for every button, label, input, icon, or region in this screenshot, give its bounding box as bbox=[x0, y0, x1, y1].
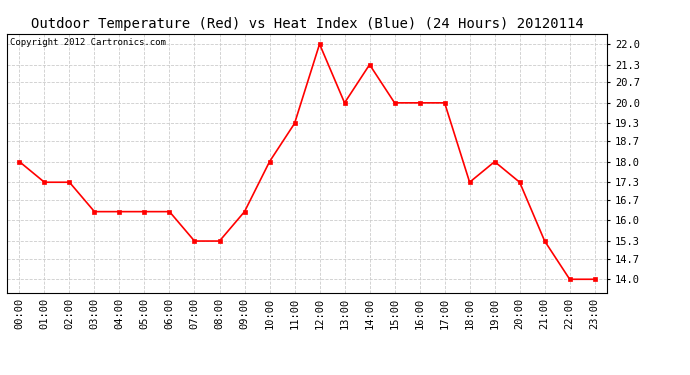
Title: Outdoor Temperature (Red) vs Heat Index (Blue) (24 Hours) 20120114: Outdoor Temperature (Red) vs Heat Index … bbox=[30, 17, 584, 31]
Text: Copyright 2012 Cartronics.com: Copyright 2012 Cartronics.com bbox=[10, 38, 166, 46]
